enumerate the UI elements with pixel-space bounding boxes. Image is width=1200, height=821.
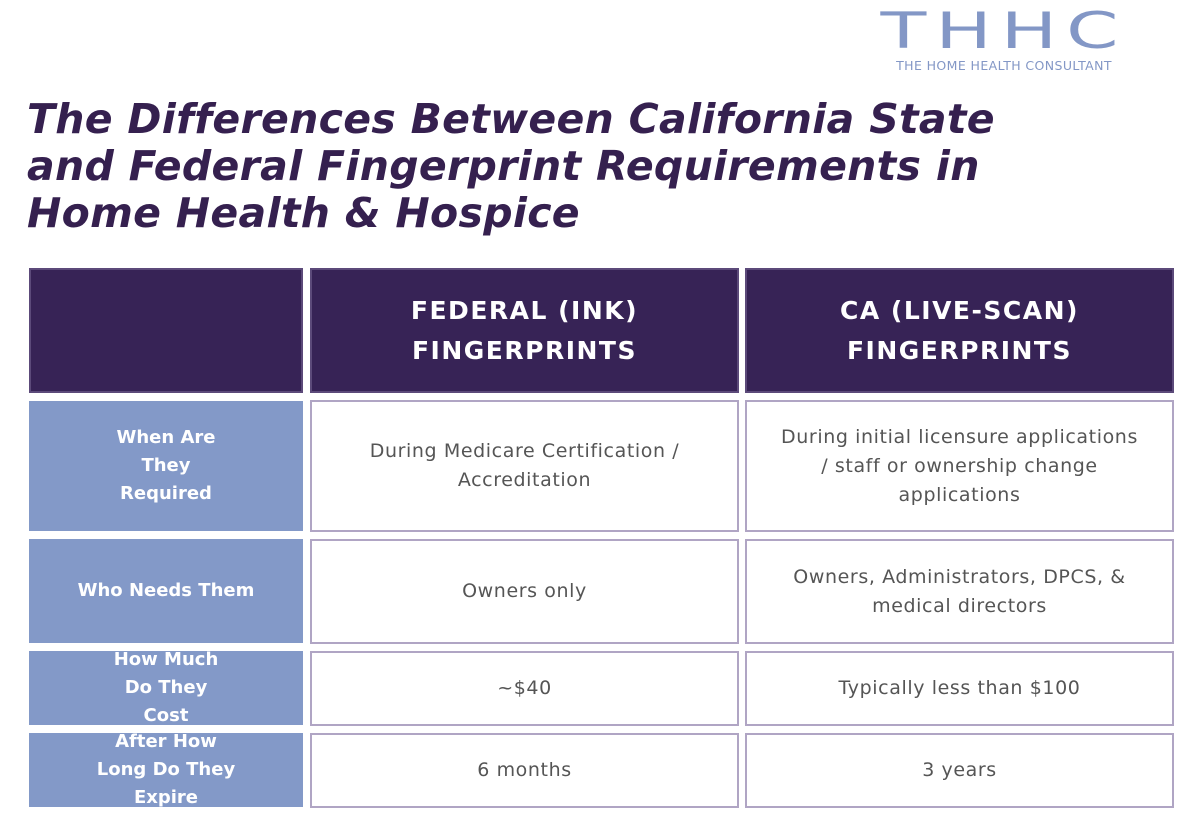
page-title: The Differences Between California State… [27,95,995,237]
logo-mark: THHC [880,2,1128,60]
row-label: When Are They Required [29,401,303,531]
row-label: Who Needs Them [29,539,303,643]
ca-cell: Owners, Administrators, DPCS, & medical … [745,539,1174,644]
header-ca: CA (LIVE-SCAN) FINGERPRINTS [745,268,1174,393]
federal-cell: 6 months [310,733,739,808]
header-empty [29,268,303,393]
ca-cell: During initial licensure applications / … [745,400,1174,532]
logo-tagline: THE HOME HEALTH CONSULTANT [896,58,1112,73]
header-federal: FEDERAL (INK) FINGERPRINTS [310,268,739,393]
thhc-logo: THHC THE HOME HEALTH CONSULTANT [866,6,1142,73]
ca-cell: 3 years [745,733,1174,808]
federal-cell: ~$40 [310,651,739,726]
ca-cell: Typically less than $100 [745,651,1174,726]
federal-cell: During Medicare Certification / Accredit… [310,400,739,532]
row-label: After How Long Do They Expire [29,731,303,808]
federal-cell: Owners only [310,539,739,644]
row-label: How Much Do They Cost [29,649,303,726]
